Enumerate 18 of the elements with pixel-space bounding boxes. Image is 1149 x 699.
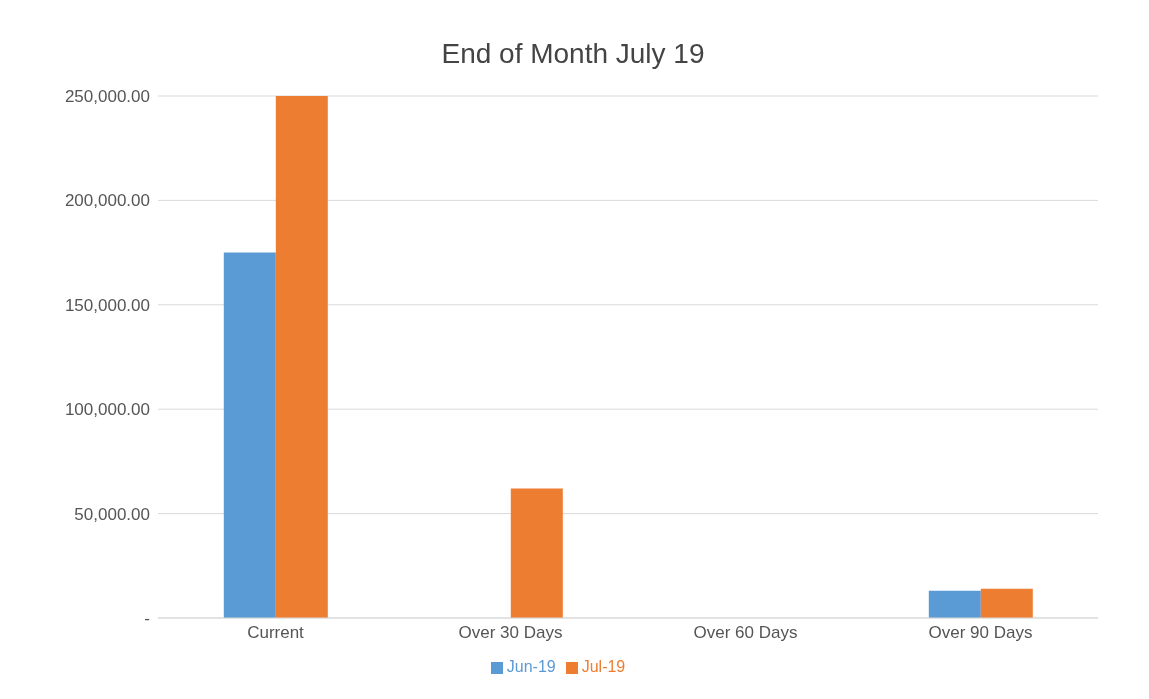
y-tick-label: 200,000.00 [64, 191, 150, 211]
x-tick-label: Over 90 Days [928, 623, 1033, 643]
bar [275, 96, 328, 618]
y-tick-label: - [144, 609, 150, 629]
bar [928, 590, 981, 618]
chart-title: End of Month July 19 [440, 37, 706, 71]
y-tick-label: 50,000.00 [74, 504, 150, 524]
x-tick-label: Current [247, 623, 305, 643]
bar [223, 252, 276, 618]
bar [980, 588, 1033, 618]
y-tick-label: 150,000.00 [64, 295, 150, 315]
legend-label: Jul-19 [581, 658, 626, 675]
y-tick-label: 250,000.00 [64, 87, 150, 107]
x-tick-label: Over 30 Days [458, 623, 563, 643]
y-tick-label: 100,000.00 [64, 400, 150, 420]
legend-label: Jun-19 [506, 658, 556, 675]
x-tick-label: Over 60 Days [693, 623, 798, 643]
bar [510, 488, 563, 618]
